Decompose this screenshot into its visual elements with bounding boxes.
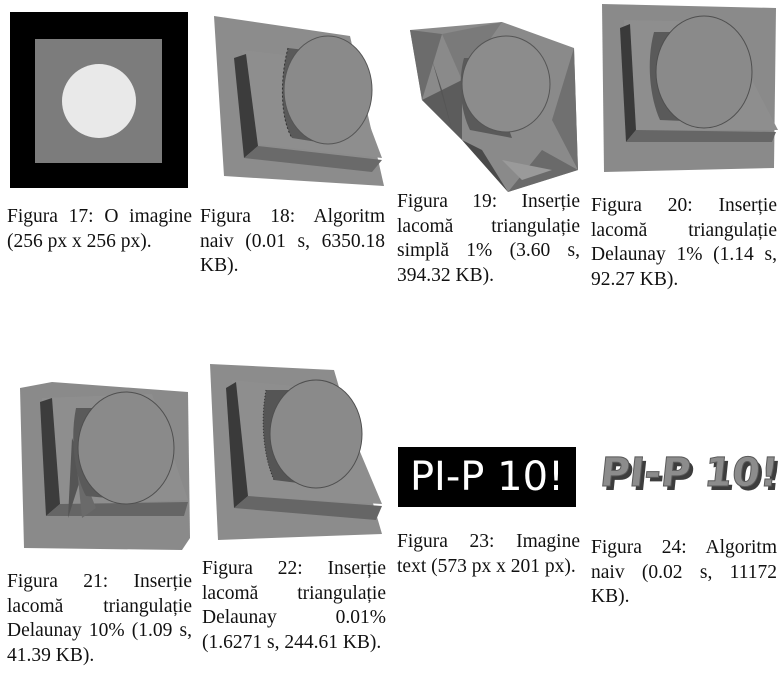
- caption-figure-19: Figura 19: Inserție lacomă triangulație …: [397, 190, 580, 288]
- caption-figure-22: Figura 22: Inserție lacomă triangulație …: [202, 557, 386, 655]
- caption-label: Figura 20:: [591, 195, 693, 216]
- caption-figure-17: Figura 17: O imagine (256 px x 256 px).: [7, 205, 192, 254]
- figure-24-text: PI-P 10!: [598, 450, 780, 496]
- figure-19-image: [402, 20, 578, 196]
- figure-20-image: [598, 2, 780, 172]
- caption-figure-20: Figura 20: Inserție lacomă triangulație …: [591, 194, 777, 292]
- caption-text: Algoritm naiv (0.02 s, 11172 KB).: [591, 537, 777, 607]
- caption-text: Imagine text (573 px x 201 px).: [397, 531, 580, 577]
- figure-22-image: [204, 362, 386, 542]
- caption-text: Inserție lacomă triangulație Delaunay 0.…: [202, 558, 386, 653]
- caption-figure-24: Figura 24: Algoritm naiv (0.02 s, 11172 …: [591, 536, 777, 610]
- figure-21-image: [12, 378, 192, 554]
- caption-text: Algoritm naiv (0.01 s, 6350.18 KB).: [200, 206, 385, 276]
- caption-label: Figura 24:: [591, 537, 687, 558]
- caption-text: O imagine (256 px x 256 px).: [7, 206, 192, 252]
- caption-label: Figura 21:: [7, 571, 109, 592]
- caption-text: Inserție lacomă triangulație simplă 1% (…: [397, 191, 580, 286]
- caption-figure-23: Figura 23: Imagine text (573 px x 201 px…: [397, 530, 580, 579]
- caption-text: Inserție lacomă triangulație Delaunay 1%…: [591, 195, 777, 290]
- caption-text: Inserție lacomă triangulație Delaunay 10…: [7, 571, 192, 666]
- figure-18-image: [200, 8, 388, 188]
- caption-figure-21: Figura 21: Inserție lacomă triangulație …: [7, 570, 192, 668]
- figure-24-text-shadow: PI-P 10!: [601, 454, 780, 500]
- caption-figure-18: Figura 18: Algoritm naiv (0.01 s, 6350.1…: [200, 205, 385, 279]
- caption-label: Figura 22:: [202, 558, 303, 579]
- caption-label: Figura 17:: [7, 206, 94, 227]
- caption-label: Figura 19:: [397, 191, 498, 212]
- figure-24-image: PI-P 10! PI-P 10!: [594, 438, 780, 512]
- figure-17-image: [10, 12, 188, 188]
- figure-23-text: PI-P 10!: [410, 454, 564, 500]
- caption-label: Figura 18:: [200, 206, 296, 227]
- caption-label: Figura 23:: [397, 531, 495, 552]
- figure-23-image: PI-P 10!: [398, 447, 576, 507]
